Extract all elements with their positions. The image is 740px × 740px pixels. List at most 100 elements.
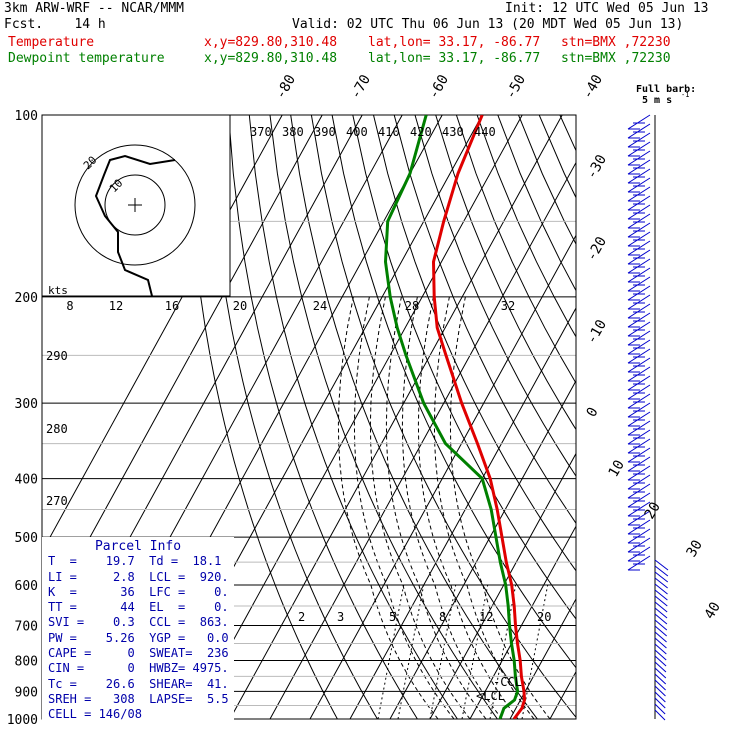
- mixing-ratio-label: 5: [389, 610, 396, 624]
- dewpoint-station: stn=BMX ,72230: [561, 51, 671, 66]
- isotherm-line: [309, 234, 576, 719]
- dry-adiabat: [228, 115, 418, 719]
- wind-barb: [654, 589, 668, 601]
- wind-barb: [627, 366, 651, 382]
- wind-barb: [627, 348, 651, 364]
- mixing-ratio-label: 20: [537, 610, 551, 624]
- parcel-info-title: Parcel Info: [94, 539, 182, 554]
- hodograph-speed-label: 24: [313, 299, 327, 313]
- parcel-info-row: Tc = 26.6 SHEAR= 41.: [48, 676, 229, 691]
- wind-barb: [627, 402, 651, 418]
- isotherm-line: [469, 525, 576, 719]
- wind-barb: [627, 141, 651, 157]
- hodograph-speed-label: 28: [405, 299, 419, 313]
- wind-legend-line2: 5 m s: [642, 95, 672, 106]
- dry-adiabat: [393, 115, 576, 525]
- wind-barb: [627, 168, 651, 184]
- lcl-marker: <LCL: [476, 689, 505, 703]
- theta-label: 380: [282, 125, 304, 139]
- dry-adiabat: [290, 115, 538, 719]
- parcel-info-row: LI = 2.8 LCL = 920.: [48, 569, 229, 584]
- wind-barb: [627, 483, 651, 499]
- temperature-xy: x,y=829.80,310.48: [204, 35, 338, 50]
- pressure-label: 800: [15, 654, 38, 669]
- pressure-label: 600: [15, 579, 38, 594]
- theta-label: 420: [410, 125, 432, 139]
- isotherm-label: 10: [606, 457, 628, 480]
- isotherm-label: -70: [348, 72, 375, 102]
- theta-side-label: 290: [46, 349, 68, 363]
- hodograph-speed-label: 8: [66, 299, 73, 313]
- hodograph-speed-label: 16: [165, 299, 179, 313]
- pressure-label: 500: [15, 531, 38, 546]
- moist-adiabat: [417, 296, 519, 719]
- parcel-info-row: SREH = 308 LAPSE= 5.5: [48, 691, 229, 706]
- parcel-info-rows: T = 19.7 Td = 18.1 LI = 2.8 LCL = 920. K =…: [42, 554, 234, 722]
- temperature-profile: [431, 115, 527, 719]
- wind-barb: [654, 649, 667, 661]
- isotherm-label: -40: [580, 72, 607, 102]
- wind-barb: [654, 655, 667, 667]
- wind-barb: [627, 123, 651, 139]
- wind-barb: [627, 519, 651, 535]
- theta-label: 440: [474, 125, 496, 139]
- hodograph-kts-label: kts: [48, 284, 68, 297]
- wind-barbs: [627, 114, 669, 721]
- pressure-label: 700: [15, 619, 38, 634]
- isotherm-label: 30: [684, 537, 706, 560]
- dry-adiabat: [497, 115, 576, 292]
- wind-barb: [654, 643, 667, 655]
- wind-barb: [627, 357, 651, 373]
- theta-side-label: 280: [46, 422, 68, 436]
- parcel-info-panel: Parcel Info T = 19.7 Td = 18.1 LI = 2.8 L…: [42, 537, 234, 733]
- plot-frame: [41, 114, 577, 720]
- isotherm-label: 20: [642, 499, 664, 522]
- isotherm-line: [389, 379, 576, 719]
- wind-barb: [654, 601, 668, 613]
- wind-barb: [654, 577, 668, 589]
- theta-label: 410: [378, 125, 400, 139]
- hodograph-trace: [94, 154, 176, 297]
- theta-side-label: 270: [46, 494, 68, 508]
- parcel-info-row: CAPE = 0 SWEAT= 236: [48, 646, 229, 661]
- wind-barb: [627, 393, 651, 409]
- wind-barb: [627, 285, 651, 301]
- temperature-latlon: lat,lon= 33.17, -86.77: [368, 35, 541, 50]
- wind-barb: [627, 231, 651, 247]
- wind-legend-line1: Full barb:: [636, 84, 696, 95]
- wind-barb: [654, 673, 667, 685]
- wind-barb: [654, 571, 669, 583]
- wind-barb: [627, 456, 651, 472]
- isotherm-label: -50: [503, 72, 530, 102]
- wind-barb: [654, 583, 668, 595]
- dewpoint-line: [383, 115, 520, 719]
- wind-barb: [654, 631, 667, 643]
- isotherm-line: [349, 307, 576, 719]
- theta-label: 400: [346, 125, 368, 139]
- wind-barb: [654, 679, 666, 691]
- wind-barb: [627, 321, 651, 337]
- wind-barb: [627, 330, 651, 346]
- isotherm-label: -30: [584, 152, 611, 182]
- wind-barb: [627, 465, 651, 481]
- mixing-ratio-label: 12: [479, 610, 493, 624]
- dry-adiabat: [581, 115, 740, 719]
- isotherm-label: -10: [584, 317, 611, 347]
- wind-barb: [627, 177, 651, 193]
- wind-barb: [627, 132, 651, 148]
- wind-barb: [627, 303, 651, 319]
- dry-adiabat: [601, 115, 740, 719]
- mixing-ratio-label: 3: [337, 610, 344, 624]
- wind-barb: [654, 637, 667, 649]
- isotherm-line: [630, 115, 740, 719]
- dry-adiabat: [414, 115, 576, 478]
- wind-barb: [627, 555, 651, 571]
- dewpoint-label: Dewpoint temperature: [8, 51, 165, 66]
- wind-barb: [627, 339, 651, 355]
- wind-barb: [654, 709, 666, 721]
- hodograph-speed-label: 20: [233, 299, 247, 313]
- wind-barb: [627, 204, 651, 220]
- isotherm-label: -80: [273, 72, 300, 102]
- wind-barb: [654, 625, 668, 637]
- mixing-ratio-line: [377, 584, 405, 719]
